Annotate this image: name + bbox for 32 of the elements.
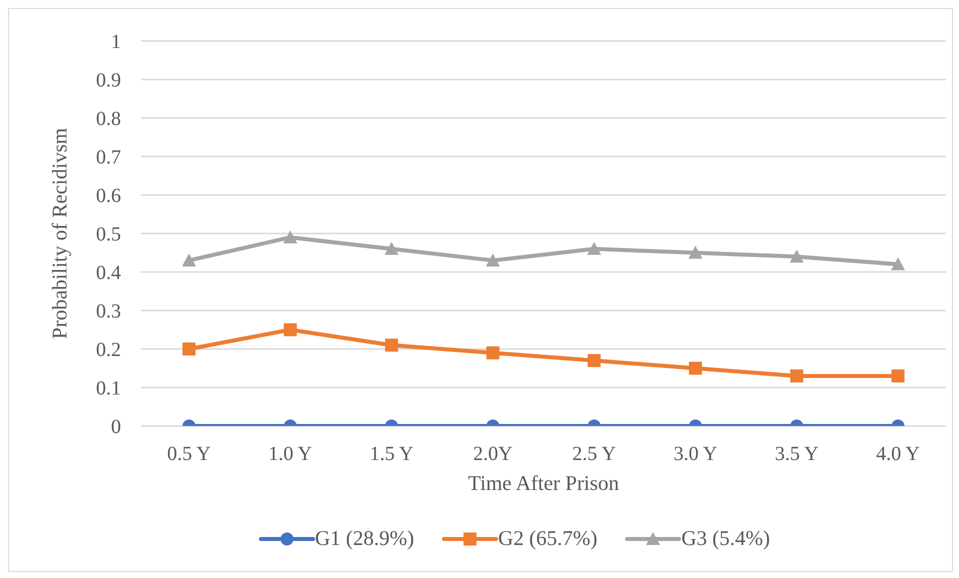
x-tick-label: 1.0 Y [268,443,312,466]
point [486,253,500,266]
point [790,250,804,263]
x-tick-label: 3.5 Y [774,443,819,466]
y-tick-label: 0.5 [96,224,121,246]
x-tick-label: 2.5 Y [572,443,616,466]
y-axis-title: Probability of Recidivsm [47,128,72,340]
y-tick-label: 0.3 [96,300,121,323]
x-tick-label: 4.0 Y [876,443,920,466]
y-tick-label: 0.4 [96,262,121,284]
y-tick-label: 0.1 [96,378,121,400]
point [182,253,196,266]
y-tick-label: 0.8 [96,108,121,130]
point [283,230,298,244]
legend-label: G1 (28.9%) [315,526,414,551]
point [587,242,602,255]
point [384,242,399,255]
legend-label: G2 (65.7%) [498,526,598,551]
x-tick-label: 0.5 Y [167,443,211,466]
x-tick-label: 1.5 Y [370,443,414,466]
legend-label: G3 (5.4%) [681,526,770,551]
point [891,257,905,270]
point [688,246,702,259]
y-tick-label: 0.9 [96,70,121,92]
y-tick-label: 0 [111,416,121,438]
y-tick-label: 0.2 [96,339,121,362]
x-axis-title: Time After Prison [468,471,620,495]
y-tick-label: 0.6 [96,185,121,208]
y-tick-label: 1 [111,31,121,54]
x-tick-label: 2.0Y [473,443,513,466]
x-tick-label: 3.0 Y [674,443,718,466]
y-tick-label: 0.7 [96,146,121,169]
